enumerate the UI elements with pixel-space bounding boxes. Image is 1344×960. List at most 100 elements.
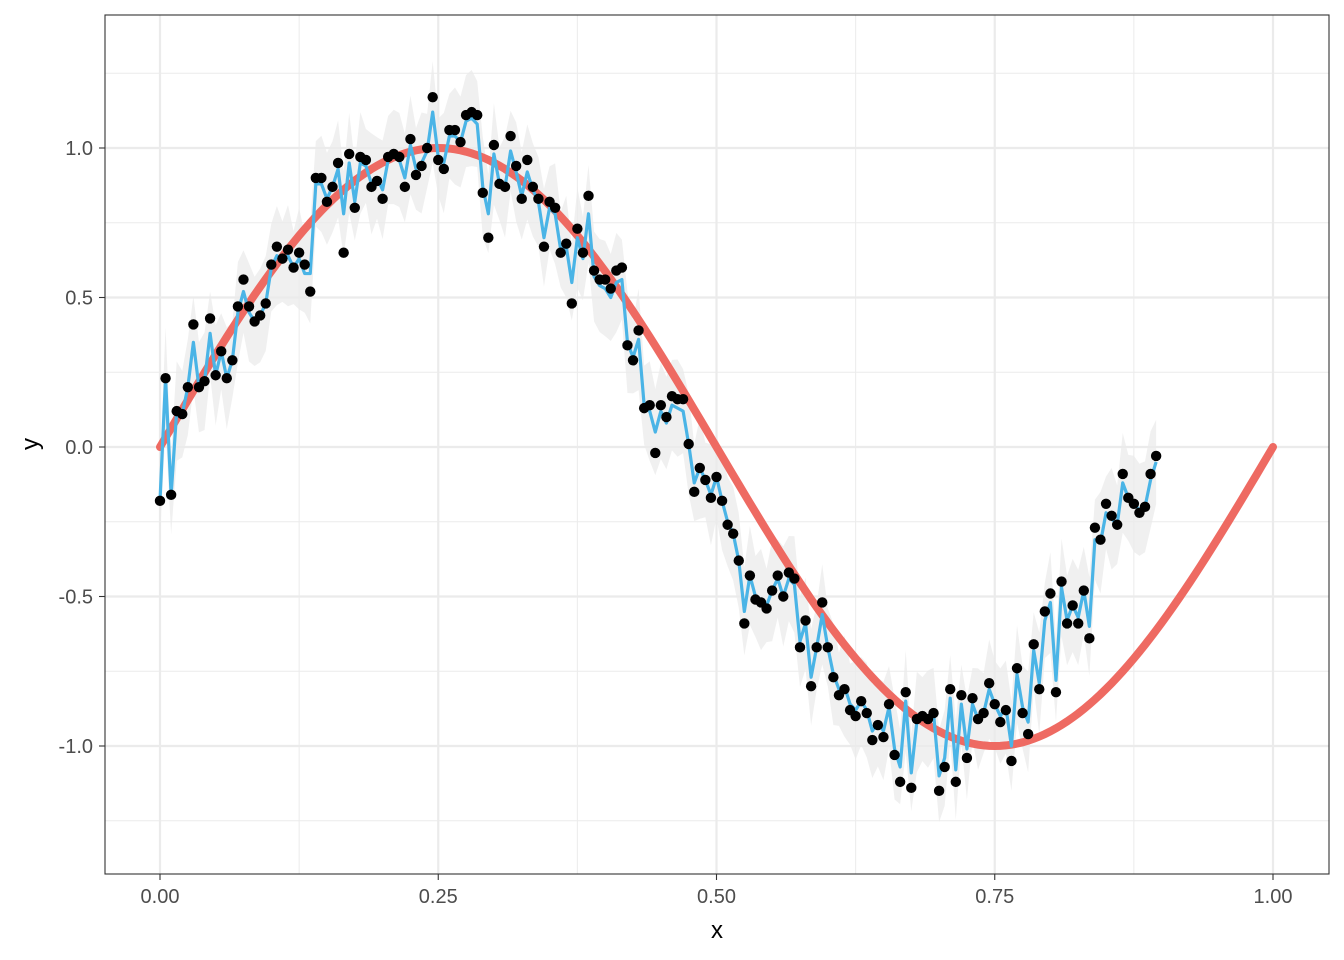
data-point — [327, 181, 338, 193]
data-point — [227, 355, 238, 366]
noisy-fit-line — [158, 110, 1158, 778]
data-point — [627, 355, 639, 366]
data-point — [405, 133, 416, 145]
data-point — [538, 241, 550, 252]
points-layer — [154, 91, 1162, 797]
y-tick-label: 0.0 — [65, 437, 93, 459]
data-point — [872, 719, 884, 731]
data-point — [533, 193, 544, 205]
data-point — [154, 495, 166, 507]
data-point — [266, 259, 277, 270]
data-point — [605, 283, 616, 294]
data-point — [1111, 519, 1123, 530]
data-point — [1106, 510, 1117, 521]
data-point — [394, 151, 405, 163]
data-point — [633, 325, 644, 336]
data-point — [488, 139, 500, 151]
data-point — [950, 776, 961, 788]
data-point — [928, 707, 939, 719]
data-point — [766, 585, 778, 596]
data-point — [1061, 618, 1073, 629]
data-point — [477, 187, 488, 199]
data-point — [210, 370, 221, 381]
data-point — [449, 124, 461, 136]
data-point — [549, 202, 561, 213]
data-point — [377, 193, 388, 205]
data-point — [321, 196, 333, 208]
data-point — [850, 710, 861, 722]
data-point — [455, 136, 466, 148]
x-tick-label: 1.00 — [1254, 886, 1293, 908]
data-point — [1034, 683, 1045, 695]
data-point — [794, 642, 806, 653]
data-point — [789, 573, 800, 584]
data-point — [427, 91, 438, 103]
data-point — [867, 734, 878, 746]
data-point — [694, 462, 706, 474]
data-point — [772, 570, 783, 581]
data-point — [811, 642, 822, 653]
data-point — [855, 695, 867, 707]
data-point — [410, 169, 422, 181]
data-point — [438, 163, 450, 175]
data-point — [878, 731, 889, 743]
data-point — [588, 265, 600, 276]
data-point — [583, 190, 594, 202]
data-point — [472, 109, 483, 121]
data-point — [978, 707, 989, 719]
x-axis-title: x — [711, 917, 723, 944]
data-point — [516, 193, 527, 205]
data-point — [906, 782, 917, 794]
data-point — [800, 615, 811, 626]
data-point — [243, 301, 255, 312]
data-point — [1095, 534, 1106, 545]
noisy-layer — [158, 110, 1158, 778]
data-point — [572, 223, 583, 234]
data-point — [360, 154, 372, 166]
data-point — [288, 262, 299, 273]
data-point — [739, 618, 750, 629]
data-point — [722, 519, 733, 530]
data-point — [817, 597, 828, 608]
data-point — [967, 692, 978, 704]
data-point — [805, 681, 817, 692]
data-point — [1006, 755, 1017, 767]
data-point — [661, 411, 672, 423]
data-point — [555, 247, 566, 258]
data-point — [839, 683, 850, 695]
data-point — [989, 698, 1000, 710]
data-point — [861, 707, 872, 719]
ribbon-layer — [160, 61, 1157, 823]
x-tick-label: 0.00 — [141, 886, 180, 908]
data-point — [644, 399, 655, 411]
y-axis: -1.0 -0.5 0.0 0.5 1.0 — [59, 138, 105, 758]
data-point — [961, 752, 973, 764]
data-point — [1017, 707, 1028, 719]
data-point — [1073, 618, 1084, 629]
data-point — [271, 241, 283, 252]
x-tick-label: 0.75 — [975, 886, 1014, 908]
data-point — [505, 130, 516, 142]
data-point — [421, 142, 433, 154]
data-point — [188, 319, 199, 330]
y-tick-label: -1.0 — [59, 736, 93, 758]
data-point — [995, 716, 1006, 728]
data-point — [204, 313, 216, 324]
data-point — [744, 570, 756, 581]
data-point — [945, 683, 956, 695]
data-point — [1050, 686, 1062, 698]
data-point — [522, 154, 533, 166]
y-tick-label: 0.5 — [65, 288, 93, 310]
data-point — [956, 689, 967, 701]
data-point — [238, 274, 249, 285]
data-point — [232, 301, 244, 312]
data-point — [577, 247, 589, 258]
data-point — [1000, 704, 1012, 716]
data-point — [160, 373, 171, 384]
data-point — [700, 474, 711, 486]
data-point — [344, 148, 355, 160]
data-point — [199, 376, 210, 387]
data-point — [711, 471, 722, 483]
data-point — [1128, 498, 1140, 510]
